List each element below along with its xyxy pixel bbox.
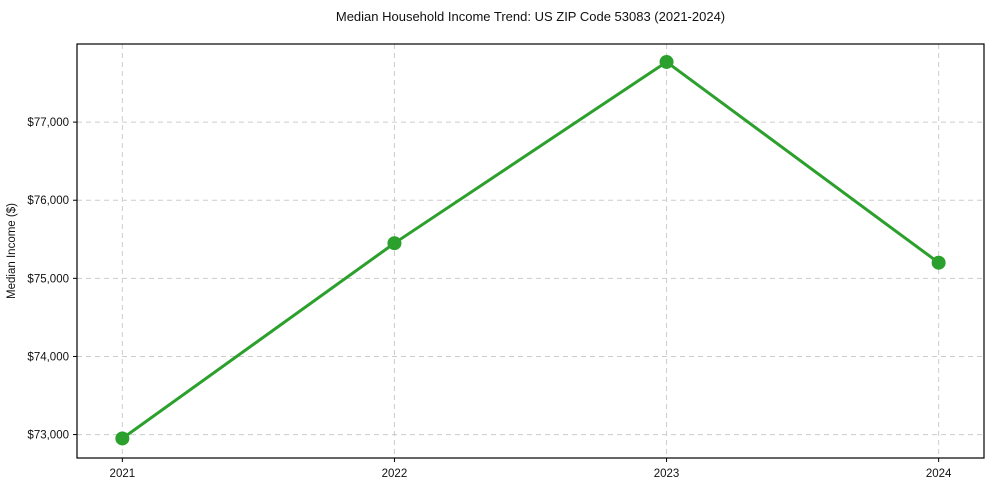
x-tick-label: 2023 [654,468,680,480]
data-point-2022 [387,236,402,251]
data-point-2023 [659,54,674,69]
x-tick-label: 2022 [382,468,408,480]
y-tick-label: $74,000 [27,351,69,363]
x-tick-label: 2021 [110,468,136,480]
y-tick-label: $76,000 [27,195,69,207]
chart-title: Median Household Income Trend: US ZIP Co… [336,9,725,24]
data-point-2024 [931,255,946,270]
y-tick-label: $77,000 [27,117,69,129]
y-axis-label: Median Income ($) [6,203,18,299]
plot-border [76,43,985,459]
data-point-2021 [115,431,130,446]
y-tick-label: $73,000 [27,430,69,442]
y-tick-label: $75,000 [27,273,69,285]
plot-area: $73,000 $74,000 $75,000 $76,000 $77,000 2021 2… [27,43,985,480]
x-tick-label: 2024 [926,468,952,480]
trend-line [120,60,941,440]
